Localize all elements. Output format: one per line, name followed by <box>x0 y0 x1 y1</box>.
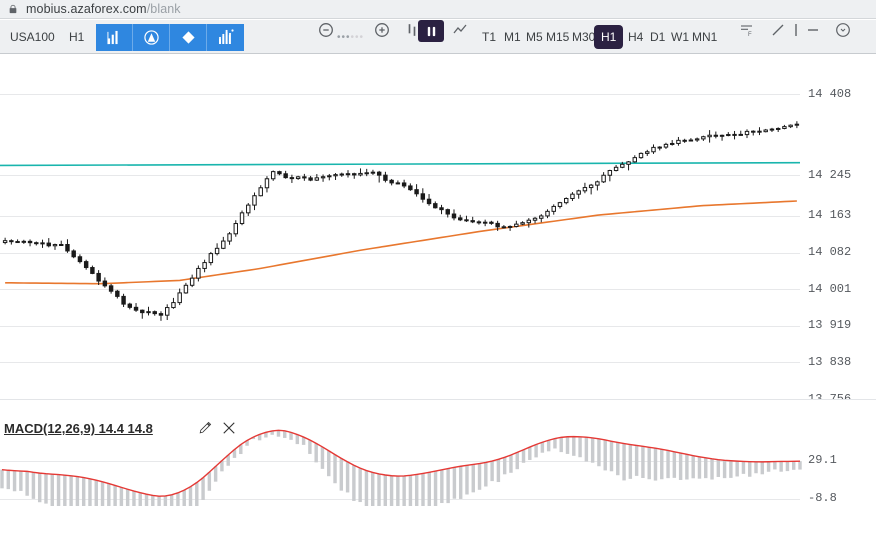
svg-text:F: F <box>748 32 752 38</box>
